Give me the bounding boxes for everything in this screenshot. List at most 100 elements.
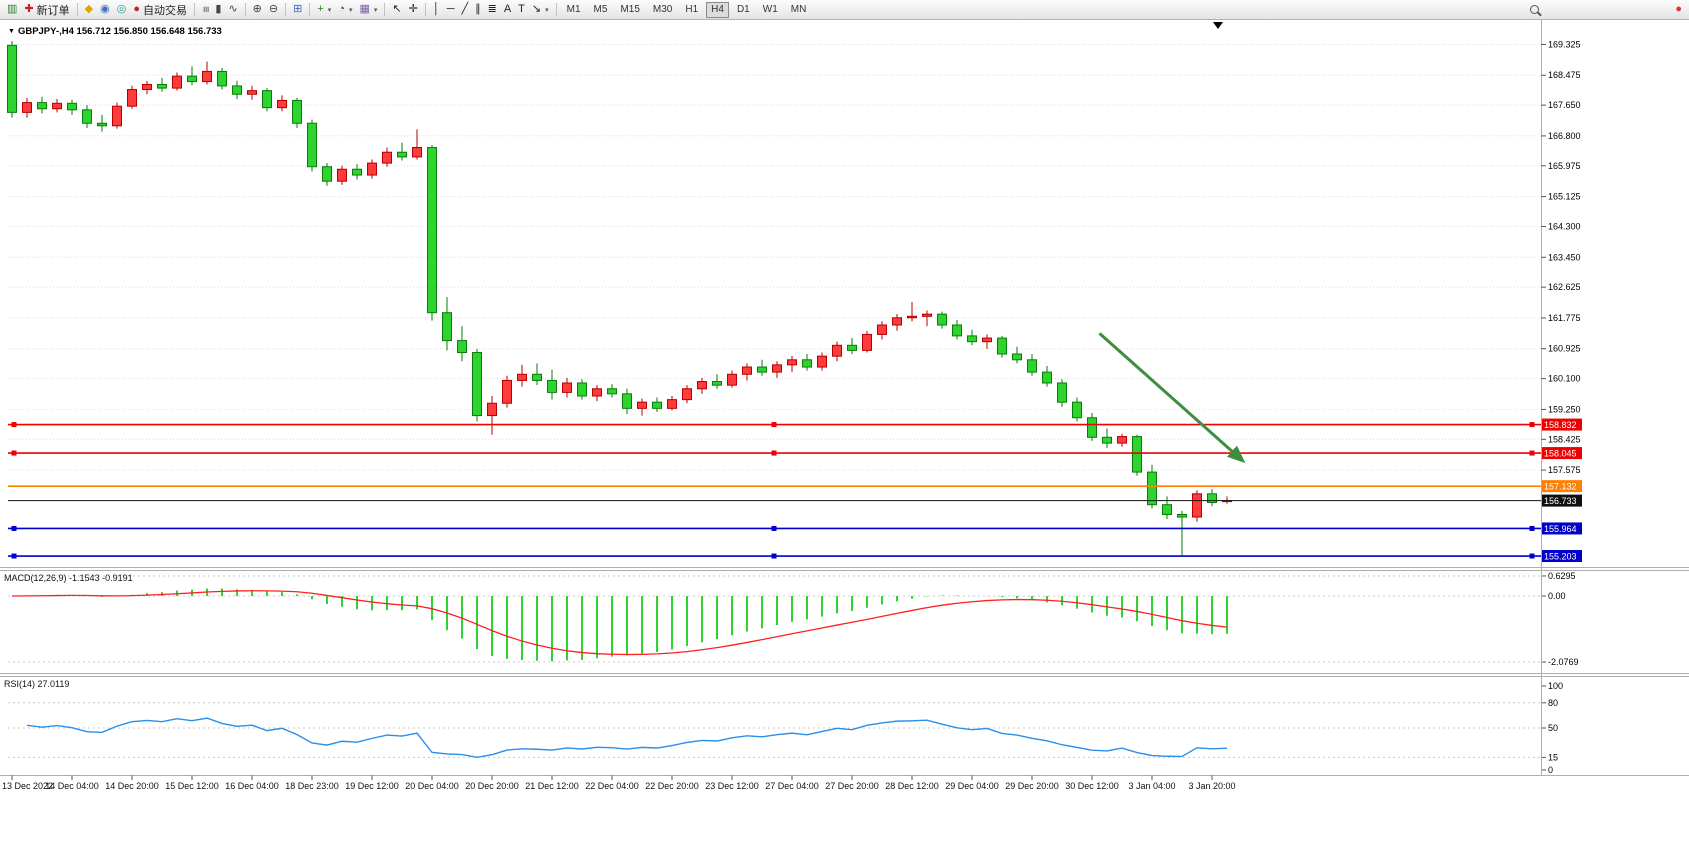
- zoom-in-button[interactable]: ⊕: [250, 1, 265, 18]
- candle-body: [367, 162, 377, 176]
- search-button[interactable]: [1527, 1, 1542, 18]
- chart-menu-icon[interactable]: ▼: [8, 28, 15, 35]
- candle-body: [532, 373, 542, 381]
- line-handle[interactable]: [771, 450, 777, 456]
- time-label: 14 Dec 04:00: [45, 781, 99, 791]
- rsi-scale-label: 15: [1548, 752, 1558, 762]
- crosshair-button[interactable]: ✛: [406, 1, 421, 18]
- line-handle[interactable]: [1529, 553, 1535, 559]
- tile-windows-icon: ⊞: [293, 3, 303, 15]
- timeframe-d1-button[interactable]: D1: [736, 3, 750, 15]
- autotrading-button-label: 自动交易: [142, 4, 187, 17]
- panel-divider[interactable]: [0, 568, 1689, 571]
- line-handle[interactable]: [11, 450, 17, 456]
- tile-windows-button[interactable]: ⊞: [290, 1, 305, 18]
- candle-body: [787, 359, 797, 366]
- time-label: 21 Dec 12:00: [525, 781, 579, 791]
- price-tick-label: 169.325: [1548, 39, 1581, 49]
- arrows-icon: ↘: [531, 3, 542, 15]
- line-handle[interactable]: [1529, 525, 1535, 531]
- mql5-button[interactable]: ◆: [82, 1, 96, 18]
- signals-button[interactable]: ◎: [114, 1, 130, 18]
- price-tag-label: 155.203: [1544, 552, 1577, 562]
- line-handle[interactable]: [1529, 422, 1535, 428]
- price-tag: [1542, 418, 1582, 431]
- line-handle[interactable]: [1529, 450, 1535, 456]
- line-handle[interactable]: [771, 422, 777, 428]
- price-tag-label: 158.832: [1544, 420, 1577, 430]
- toolbar-separator: [555, 3, 557, 16]
- candle-body: [502, 379, 512, 404]
- candle-body: [1012, 353, 1022, 361]
- horizontal-line-button[interactable]: ─: [444, 1, 458, 18]
- macd-scale-label: -2.0769: [1548, 657, 1579, 667]
- periods-button[interactable]: ◔ ▾: [335, 1, 355, 18]
- channel-button[interactable]: ∥: [472, 1, 484, 18]
- line-handle[interactable]: [11, 525, 17, 531]
- community-button[interactable]: ◉: [97, 1, 113, 18]
- timeframe-mn-button[interactable]: MN: [790, 3, 807, 15]
- timeframe-w1-button[interactable]: W1: [762, 3, 778, 15]
- arrows-button[interactable]: ↘ ▾: [529, 1, 552, 18]
- candle-body: [1087, 417, 1097, 438]
- price-tag: [1542, 447, 1582, 460]
- new-chart-icon: ▥: [7, 3, 18, 15]
- line-handle[interactable]: [11, 422, 17, 428]
- line-chart-button[interactable]: ∿: [225, 1, 240, 18]
- candle-body: [1042, 371, 1052, 384]
- text-button[interactable]: A: [501, 1, 514, 18]
- autotrading-button[interactable]: ● 自动交易: [130, 1, 190, 18]
- timeframe-m15-button[interactable]: M15: [620, 3, 640, 15]
- timeframe-h4-button[interactable]: H4: [706, 1, 729, 18]
- new-chart-button[interactable]: ▥: [4, 1, 20, 18]
- new-order-icon: ✚: [24, 3, 34, 15]
- chart-canvas[interactable]: 0.6295 0.00 -2.0769 100 80 50 15 0 169.325 168.47…: [0, 20, 1689, 857]
- timeframe-m30-button[interactable]: M30: [652, 3, 673, 15]
- fibonacci-button[interactable]: ≣: [485, 1, 500, 18]
- timeframe-m5-button[interactable]: M5: [593, 3, 608, 15]
- candle-body: [217, 70, 227, 87]
- candlestick-chart-icon: ▮: [215, 3, 222, 15]
- time-label: 22 Dec 20:00: [645, 781, 699, 791]
- zoom-out-button[interactable]: ⊖: [266, 1, 281, 18]
- timeframe-bar: M1 M5 M15 M30 H1 H4 D1 W1 MN: [561, 1, 813, 18]
- symbol-line: ▼ GBPJPY-,H4 156.712 156.850 156.648 156.…: [8, 26, 222, 37]
- candlestick-chart-button[interactable]: ▮: [212, 1, 224, 18]
- text-label-button[interactable]: T: [515, 1, 528, 18]
- timeframe-h1-button[interactable]: H1: [685, 3, 699, 15]
- rsi-scale-label: 100: [1548, 681, 1563, 691]
- time-label: 29 Dec 04:00: [945, 781, 999, 791]
- candle-body: [232, 85, 242, 95]
- indicators-button[interactable]: + ▾: [314, 1, 334, 18]
- trendline-button[interactable]: ╱: [458, 1, 471, 18]
- toolbar-separator: [424, 3, 426, 16]
- chart-window: 0.6295 0.00 -2.0769 100 80 50 15 0 169.325 168.47…: [0, 20, 1689, 857]
- price-tick-label: 165.125: [1548, 192, 1581, 202]
- templates-button[interactable]: ▦ ▾: [356, 1, 380, 18]
- candle-body: [307, 122, 317, 168]
- trend-arrow-object[interactable]: [1098, 332, 1246, 464]
- chart-symbol-ohlc: GBPJPY-,H4 156.712 156.850 156.648 156.7…: [17, 26, 222, 37]
- alert-badge[interactable]: ●: [1672, 1, 1685, 18]
- chart-shift-marker[interactable]: [1213, 22, 1223, 29]
- line-handle[interactable]: [771, 525, 777, 531]
- channel-icon: ∥: [475, 3, 481, 15]
- line-handle[interactable]: [11, 553, 17, 559]
- candle-body: [1162, 504, 1172, 515]
- vertical-line-button[interactable]: │: [430, 1, 443, 18]
- candle-body: [1207, 493, 1217, 504]
- toolbar-separator: [309, 3, 311, 16]
- panel-divider[interactable]: [0, 674, 1689, 677]
- timeframe-m1-button[interactable]: M1: [566, 3, 581, 15]
- candle-body: [877, 324, 887, 335]
- bar-chart-button[interactable]: ≡: [199, 1, 212, 18]
- new-order-button[interactable]: ✚ 新订单: [21, 1, 72, 18]
- candle-body: [247, 90, 257, 95]
- candle-body: [412, 147, 422, 158]
- candle-body: [1132, 436, 1142, 473]
- candle-body: [967, 335, 977, 343]
- cursor-button[interactable]: ↖: [389, 1, 404, 18]
- candle-body: [697, 381, 707, 390]
- candle-body: [397, 151, 407, 158]
- line-handle[interactable]: [771, 553, 777, 559]
